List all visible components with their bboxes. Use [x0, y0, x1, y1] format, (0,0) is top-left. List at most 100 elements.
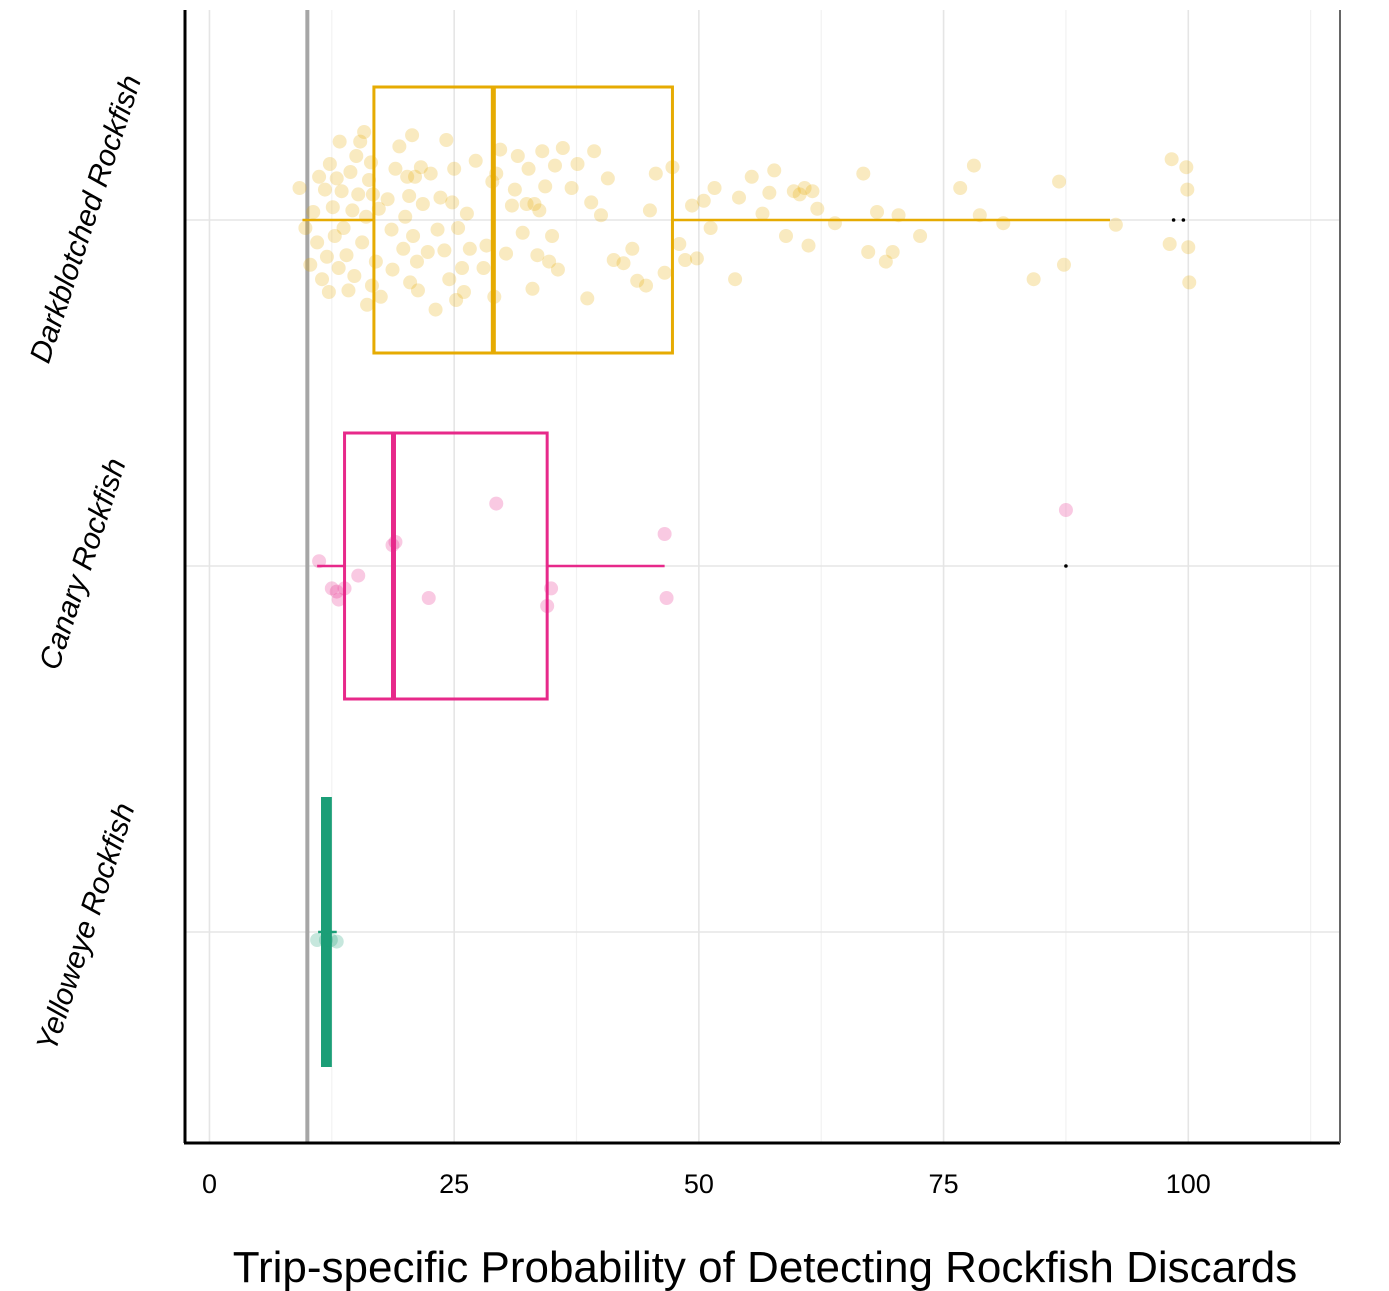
data-point	[451, 221, 466, 235]
data-point	[331, 261, 346, 275]
data-point	[542, 254, 557, 269]
data-point	[525, 281, 540, 296]
data-point	[430, 222, 445, 237]
data-point	[689, 251, 704, 266]
data-point	[420, 245, 435, 259]
data-point	[801, 238, 816, 253]
data-point	[365, 187, 380, 202]
axes	[183, 10, 1341, 1145]
data-point	[744, 169, 759, 184]
data-point	[329, 934, 344, 949]
box	[343, 431, 549, 701]
data-point	[606, 253, 621, 267]
data-point	[388, 161, 403, 176]
data-point	[1164, 152, 1179, 167]
data-point	[449, 293, 464, 307]
data-point	[306, 205, 321, 219]
data-point	[331, 592, 346, 607]
data-point	[657, 265, 672, 280]
data-point	[827, 216, 842, 231]
outlier-point	[1064, 564, 1068, 568]
data-point	[665, 160, 680, 175]
category-labels: Darkblotched Rockfish Canary Rockfish Yell…	[24, 71, 148, 1055]
data-point	[703, 221, 718, 235]
data-point	[535, 144, 550, 159]
data-point	[672, 237, 687, 251]
data-point	[363, 155, 378, 170]
data-point	[870, 205, 885, 219]
data-point	[456, 285, 471, 299]
x-axis-title: Trip-specific Probability of Detecting R…	[233, 1243, 1298, 1291]
data-point	[755, 206, 770, 221]
data-point	[810, 201, 825, 216]
x-tick-label: 50	[684, 1169, 714, 1199]
data-point	[329, 171, 344, 186]
data-point	[504, 198, 519, 213]
data-point	[515, 225, 530, 240]
data-point	[659, 591, 674, 605]
data-point	[423, 166, 438, 181]
data-point	[405, 128, 420, 143]
category-label: Yelloweye Rockfish	[30, 799, 141, 1055]
x-tick-label: 100	[1166, 1169, 1211, 1199]
data-point	[402, 189, 417, 203]
data-point	[353, 134, 368, 149]
jitter-points	[292, 125, 1197, 949]
data-point	[322, 157, 337, 171]
data-point	[388, 535, 403, 549]
data-point	[545, 229, 560, 243]
data-point	[580, 291, 595, 306]
data-point	[351, 187, 366, 202]
data-point	[856, 166, 871, 181]
data-point	[421, 591, 436, 605]
data-point	[489, 496, 504, 511]
data-point	[1026, 272, 1041, 287]
data-point	[1108, 217, 1123, 232]
data-point	[762, 185, 777, 200]
data-point	[385, 538, 400, 553]
data-point	[1180, 182, 1195, 197]
data-point	[489, 166, 504, 181]
data-point	[398, 209, 413, 224]
data-point	[593, 208, 608, 223]
data-point	[347, 269, 362, 283]
data-point	[616, 256, 631, 271]
data-point	[403, 275, 418, 290]
data-point	[972, 208, 987, 223]
data-point	[312, 169, 327, 184]
data-point	[1181, 240, 1196, 255]
data-point	[410, 283, 425, 298]
data-point	[318, 933, 333, 947]
data-point	[532, 203, 547, 218]
data-point	[339, 248, 354, 263]
data-point	[510, 149, 525, 163]
data-point	[325, 200, 340, 215]
data-point	[544, 581, 559, 596]
data-point	[685, 198, 700, 213]
data-point	[519, 197, 534, 211]
data-point	[336, 221, 351, 235]
data-point	[321, 285, 336, 299]
data-point	[406, 229, 421, 243]
data-point	[343, 165, 358, 179]
data-point	[625, 241, 640, 256]
data-point	[657, 527, 672, 541]
data-point	[639, 278, 654, 293]
data-point	[298, 221, 313, 235]
data-point	[349, 149, 364, 163]
data-point	[392, 139, 407, 154]
data-point	[355, 235, 370, 250]
data-point	[564, 181, 579, 195]
data-point	[707, 181, 722, 195]
data-point	[584, 195, 599, 210]
outlier-point	[1171, 218, 1176, 222]
data-point	[373, 289, 388, 304]
boxplots	[302, 85, 1186, 1067]
outlier-point	[1181, 218, 1186, 222]
data-point	[507, 182, 522, 197]
data-point	[778, 229, 793, 243]
data-point	[360, 297, 375, 312]
data-point	[570, 157, 585, 171]
data-point	[447, 161, 462, 176]
data-point	[357, 125, 372, 139]
